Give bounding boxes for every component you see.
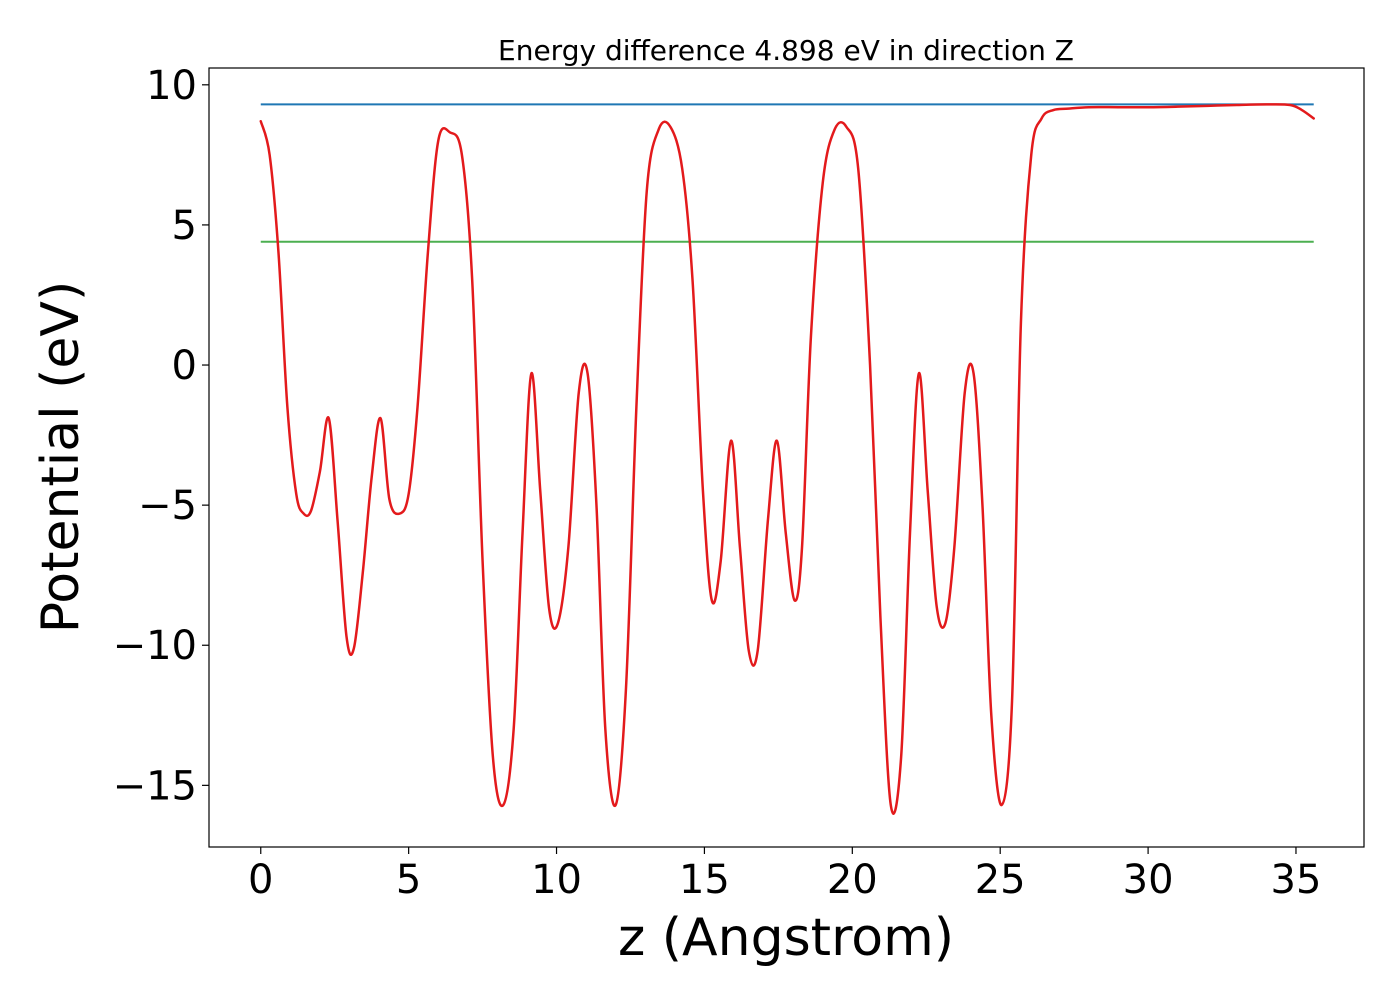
x-tick-label: 25 bbox=[975, 857, 1026, 903]
y-axis-ticks: −15 −10 −5 0 5 10 bbox=[113, 63, 209, 809]
x-tick-label: 15 bbox=[679, 857, 730, 903]
chart-title: Energy difference 4.898 eV in direction … bbox=[498, 34, 1074, 67]
x-axis-label: z (Angstrom) bbox=[618, 908, 954, 968]
y-tick-label: −15 bbox=[113, 763, 197, 809]
x-tick-label: 0 bbox=[248, 857, 273, 903]
y-tick-label: 0 bbox=[172, 343, 197, 389]
y-tick-label: −5 bbox=[138, 483, 197, 529]
x-tick-label: 10 bbox=[531, 857, 582, 903]
y-axis-label: Potential (eV) bbox=[31, 281, 91, 633]
x-axis-ticks: 0 5 10 15 20 25 30 35 bbox=[248, 847, 1321, 903]
potential-profile-line bbox=[259, 103, 1315, 815]
y-tick-label: −10 bbox=[113, 623, 197, 669]
y-tick-label: 10 bbox=[146, 63, 197, 109]
plot-frame bbox=[208, 67, 1365, 848]
y-tick-label: 5 bbox=[172, 203, 197, 249]
x-tick-label: 35 bbox=[1271, 857, 1322, 903]
series-layer bbox=[259, 103, 1315, 815]
x-tick-label: 5 bbox=[396, 857, 421, 903]
x-tick-label: 20 bbox=[827, 857, 878, 903]
x-tick-label: 30 bbox=[1123, 857, 1174, 903]
